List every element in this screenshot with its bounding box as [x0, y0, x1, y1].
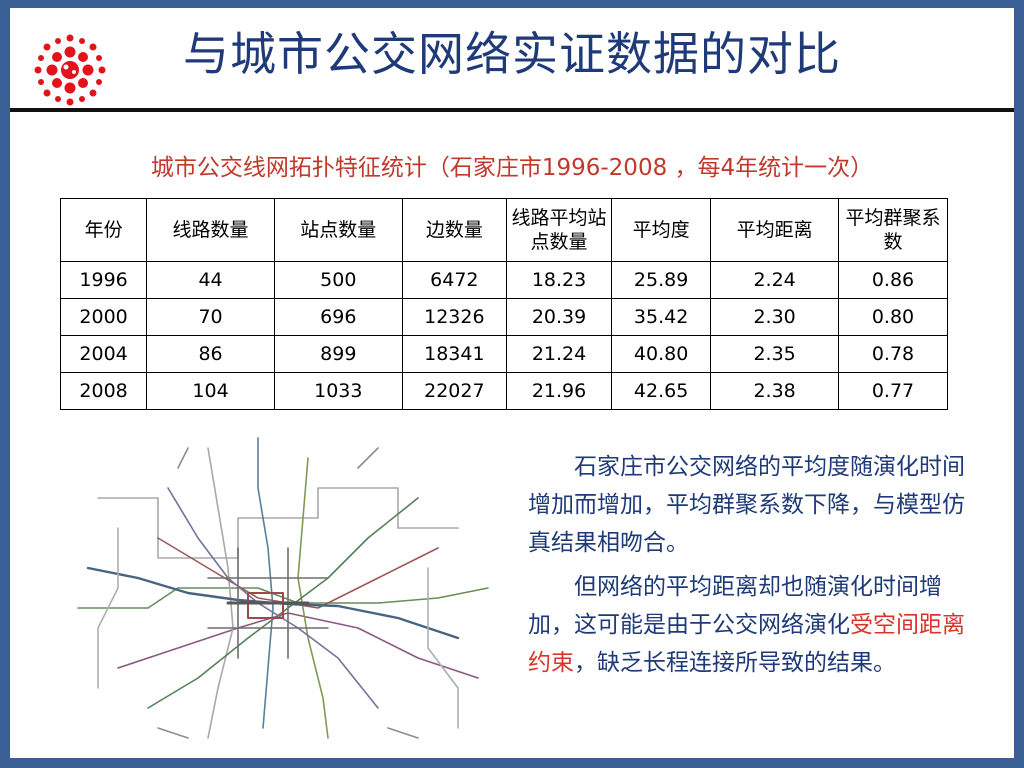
header-clustering: 平均群聚系数	[838, 198, 948, 262]
header-route-count: 线路数量	[146, 198, 275, 262]
header-avg-distance: 平均距离	[710, 198, 839, 262]
title-divider	[10, 108, 1014, 112]
red-dot-burst-logo-icon	[34, 34, 106, 106]
table-cell: 40.80	[611, 335, 712, 373]
table-cell: 0.77	[838, 372, 948, 410]
table-cell: 86	[146, 335, 275, 373]
page-title: 与城市公交网络实证数据的对比	[183, 27, 841, 81]
header-station-count: 站点数量	[273, 198, 403, 262]
table-cell: 18341	[401, 335, 508, 373]
table-cell: 1996	[59, 261, 148, 299]
table-cell: 2.24	[710, 261, 839, 299]
table-cell: 2.35	[710, 335, 839, 373]
table-cell: 500	[273, 261, 403, 299]
table-row: 1996 44 500 6472 18.23 25.89 2.24 0.86	[59, 261, 948, 299]
table-cell: 25.89	[611, 261, 712, 299]
header-avg-degree: 平均度	[611, 198, 712, 262]
analysis-text: 石家庄市公交网络的平均度随演化时间增加而增加，平均群聚系数下降，与模型仿真结果相…	[528, 448, 968, 688]
table-cell: 21.96	[506, 372, 613, 410]
table-cell: 899	[273, 335, 403, 373]
header-edge-count: 边数量	[401, 198, 508, 262]
table-cell: 0.80	[838, 298, 948, 336]
table-caption: 城市公交线网拓扑特征统计（石家庄市1996-2008 ，每4年统计一次）	[150, 155, 874, 181]
highlighted-phrase: 受空间距离约束	[528, 612, 965, 676]
table-cell: 22027	[401, 372, 508, 410]
table-row: 2004 86 899 18341 21.24 40.80 2.35 0.78	[59, 335, 948, 373]
table-cell: 0.78	[838, 335, 948, 373]
table-cell: 1033	[273, 372, 403, 410]
table-cell: 44	[146, 261, 275, 299]
paragraph-2-text-start: 但网络的平均距离却也随演化时间增加，这可能是由于公交网络演化	[528, 574, 942, 638]
table-cell: 12326	[401, 298, 508, 336]
table-cell: 35.42	[611, 298, 712, 336]
table-cell: 696	[273, 298, 403, 336]
table-cell: 0.86	[838, 261, 948, 299]
bus-network-map-image	[77, 437, 489, 739]
table-cell: 104	[146, 372, 275, 410]
table-cell: 42.65	[611, 372, 712, 410]
table-cell: 2.30	[710, 298, 839, 336]
header-year: 年份	[59, 198, 148, 262]
table-row: 2008 104 1033 22027 21.96 42.65 2.38 0.7…	[59, 372, 948, 410]
header-avg-stations-per-route: 线路平均站点数量	[506, 198, 613, 262]
table-cell: 2008	[59, 372, 148, 410]
table-row: 2000 70 696 12326 20.39 35.42 2.30 0.80	[59, 298, 948, 336]
table-header-row: 年份 线路数量 站点数量 边数量 线路平均站点数量 平均度 平均距离 平均群聚系…	[59, 198, 948, 262]
slide: 与城市公交网络实证数据的对比 城市公交线网拓扑特征统计（石家庄市1996-200…	[10, 8, 1014, 758]
table-cell: 2004	[59, 335, 148, 373]
paragraph-2-text-end: ，缺乏长程连接所导致的结果。	[574, 650, 896, 676]
analysis-paragraph-2: 但网络的平均距离却也随演化时间增加，这可能是由于公交网络演化受空间距离约束，缺乏…	[528, 568, 968, 682]
table-cell: 18.23	[506, 261, 613, 299]
topology-stats-table: 年份 线路数量 站点数量 边数量 线路平均站点数量 平均度 平均距离 平均群聚系…	[59, 198, 948, 410]
table-cell: 2000	[59, 298, 148, 336]
analysis-paragraph-1: 石家庄市公交网络的平均度随演化时间增加而增加，平均群聚系数下降，与模型仿真结果相…	[528, 454, 965, 556]
table-cell: 6472	[401, 261, 508, 299]
table-cell: 2.38	[710, 372, 839, 410]
table-cell: 21.24	[506, 335, 613, 373]
table-cell: 20.39	[506, 298, 613, 336]
table-cell: 70	[146, 298, 275, 336]
